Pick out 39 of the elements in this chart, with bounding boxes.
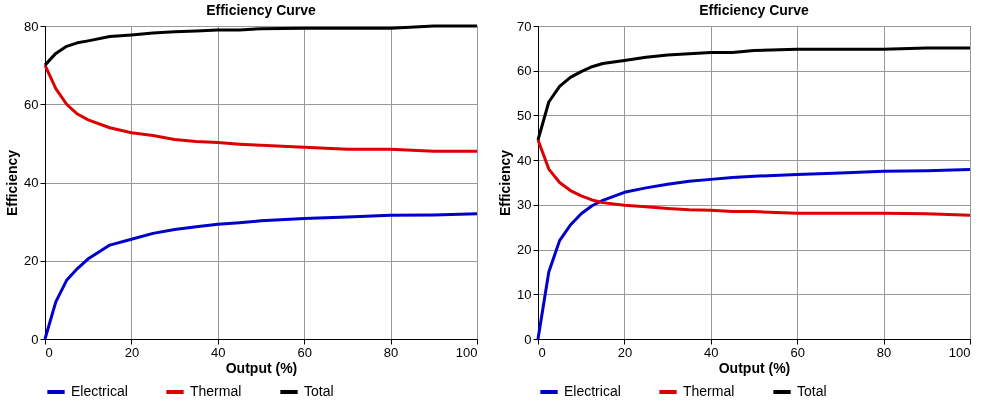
- line-series: [536, 138, 972, 217]
- legend-label: Total: [797, 383, 827, 399]
- x-tick-label: 0: [45, 344, 53, 360]
- y-tick-label: 20: [517, 242, 532, 258]
- y-tick-label: 80: [24, 18, 39, 34]
- line-series: [43, 63, 479, 153]
- x-tick-label: 40: [704, 344, 719, 360]
- x-tick-label: 0: [538, 344, 546, 360]
- y-tick-label: 40: [24, 175, 39, 190]
- x-tick-label: 100: [948, 344, 971, 360]
- x-tick-label: 20: [617, 344, 633, 360]
- y-tick-label: 10: [517, 286, 532, 302]
- legend-label: Electrical: [564, 383, 621, 399]
- legend-label: Electrical: [71, 383, 128, 399]
- legend-label: Total: [304, 383, 334, 399]
- y-axis-title: Efficiency: [497, 149, 514, 217]
- x-tick-label: 80: [876, 344, 892, 360]
- y-tick-label: 70: [517, 18, 532, 34]
- chart-title: Efficiency Curve: [699, 2, 810, 18]
- y-tick-label: 20: [24, 253, 39, 269]
- y-tick-label: 30: [517, 197, 532, 213]
- x-tick-label: 60: [297, 344, 312, 360]
- x-tick-label: 60: [790, 344, 805, 360]
- legend-label: Thermal: [190, 383, 242, 399]
- y-tick-label: 60: [517, 63, 532, 79]
- x-tick-label: 40: [211, 344, 226, 360]
- x-tick-label: 80: [383, 344, 399, 360]
- y-tick-label: 0: [31, 331, 39, 347]
- y-axis-title: Efficiency: [4, 149, 21, 217]
- y-tick-label: 40: [517, 152, 532, 168]
- x-axis-title: Output (%): [718, 359, 791, 376]
- y-tick-label: 60: [24, 96, 39, 112]
- y-tick-label: 50: [517, 107, 532, 123]
- x-axis-title: Output (%): [225, 359, 298, 376]
- x-tick-label: 20: [124, 344, 140, 360]
- y-tick-label: 0: [524, 331, 532, 347]
- chart-title: Efficiency Curve: [206, 2, 317, 18]
- x-tick-label: 100: [455, 344, 478, 360]
- legend-label: Thermal: [683, 383, 735, 399]
